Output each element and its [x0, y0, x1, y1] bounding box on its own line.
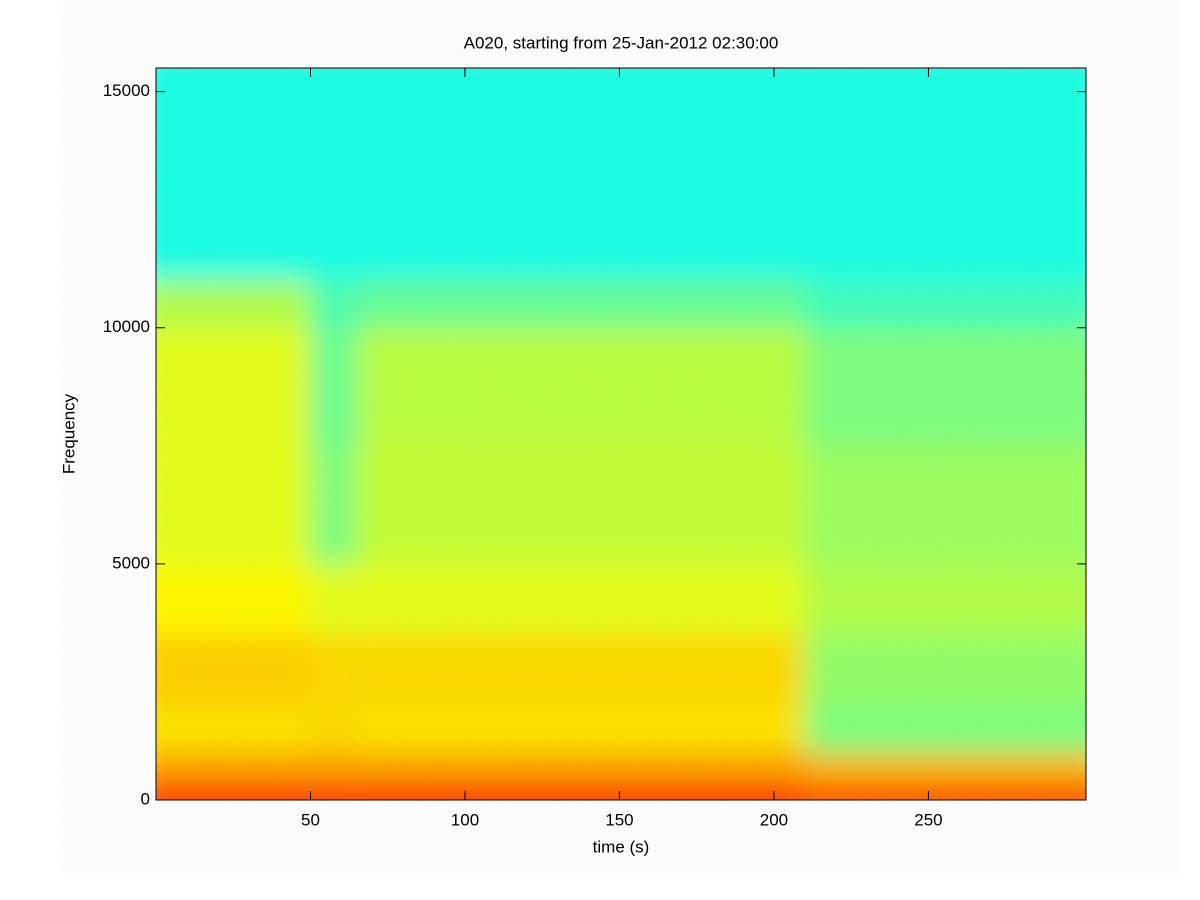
y-tick-label: 15000 — [103, 81, 150, 100]
x-tick-label: 150 — [605, 810, 633, 829]
chart-title: A020, starting from 25-Jan-2012 02:30:00 — [464, 33, 779, 52]
y-tick-label: 5000 — [112, 553, 150, 572]
x-tick-label: 250 — [914, 810, 942, 829]
x-tick-label: 100 — [451, 810, 479, 829]
y-tick-label: 10000 — [103, 317, 150, 336]
x-tick-label: 50 — [301, 810, 320, 829]
plot-frame — [155, 67, 1087, 801]
y-tick-label: 0 — [141, 789, 150, 808]
noise-texture — [156, 68, 1086, 800]
x-axis-label: time (s) — [593, 837, 650, 856]
y-axis-label: Frequency — [59, 393, 78, 474]
x-tick-label: 200 — [760, 810, 788, 829]
